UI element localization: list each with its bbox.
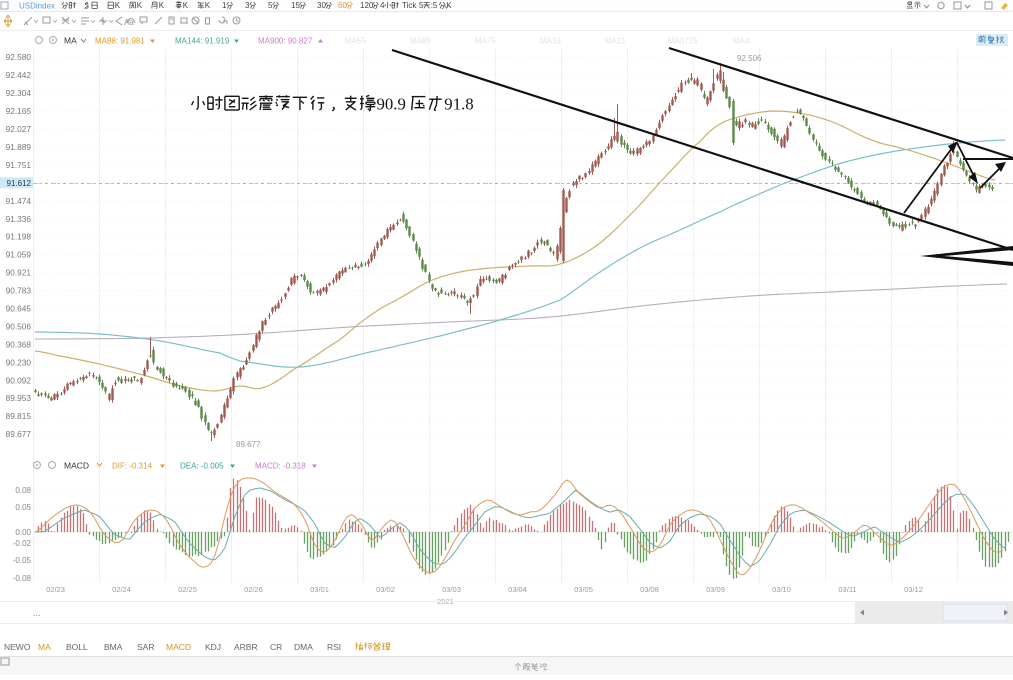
svg-text:Tick: Tick (402, 1, 417, 10)
svg-text:-0.05: -0.05 (13, 556, 32, 565)
svg-text:91.198: 91.198 (6, 232, 32, 242)
svg-text:-0.02: -0.02 (13, 539, 32, 548)
svg-text:92.580: 92.580 (6, 52, 32, 62)
svg-text:91.474: 91.474 (6, 196, 32, 206)
svg-text:BOLL: BOLL (66, 642, 88, 652)
svg-text:89.815: 89.815 (6, 411, 32, 421)
svg-text:60: 60 (338, 1, 347, 10)
svg-text:91.059: 91.059 (6, 250, 32, 260)
svg-text:89.953: 89.953 (6, 393, 32, 403)
svg-text:K: K (159, 1, 165, 10)
svg-text:MACD: -0.318: MACD: -0.318 (255, 462, 306, 471)
svg-text:90.921: 90.921 (6, 268, 32, 278)
svg-text:K: K (205, 1, 211, 10)
svg-text:92.165: 92.165 (6, 106, 32, 116)
svg-text:30: 30 (317, 1, 326, 10)
svg-text:1: 1 (222, 1, 227, 10)
svg-text:Aa: Aa (124, 18, 134, 27)
svg-text:DMA: DMA (294, 642, 313, 652)
svg-text:MACD: MACD (64, 461, 89, 471)
svg-text:92.027: 92.027 (6, 124, 32, 134)
svg-text:90.230: 90.230 (6, 357, 32, 367)
svg-text:MA75: MA75 (475, 37, 496, 46)
svg-text:91.751: 91.751 (6, 160, 32, 170)
svg-text:3: 3 (245, 1, 250, 10)
svg-text:03/11: 03/11 (838, 585, 856, 594)
svg-text:92.506: 92.506 (737, 54, 762, 63)
svg-text:MA: MA (38, 642, 51, 652)
svg-text:89.677: 89.677 (6, 429, 32, 439)
svg-text:K: K (183, 1, 189, 10)
svg-text:03/10: 03/10 (772, 585, 791, 594)
svg-text:4: 4 (380, 1, 385, 10)
svg-text:15: 15 (291, 1, 300, 10)
svg-text:03/02: 03/02 (376, 585, 395, 594)
svg-text:90.092: 90.092 (6, 375, 32, 385)
svg-text:90.645: 90.645 (6, 304, 32, 314)
svg-text:90.506: 90.506 (6, 321, 32, 331)
svg-text:MA: MA (64, 36, 77, 46)
svg-text:03/08: 03/08 (640, 585, 659, 594)
svg-text:91.8: 91.8 (444, 95, 473, 114)
svg-text:RSI: RSI (327, 642, 341, 652)
svg-text:SAR: SAR (137, 642, 154, 652)
svg-text:03/09: 03/09 (706, 585, 725, 594)
svg-text:03/05: 03/05 (574, 585, 593, 594)
svg-text:KDJ: KDJ (205, 642, 221, 652)
svg-text:03/04: 03/04 (508, 585, 527, 594)
svg-text:MA900: 90.827: MA900: 90.827 (258, 37, 313, 46)
svg-text:CR: CR (270, 642, 282, 652)
svg-text:0.00: 0.00 (15, 528, 31, 537)
svg-text:5: 5 (419, 1, 424, 10)
svg-text:90.783: 90.783 (6, 286, 32, 296)
svg-text:02/24: 02/24 (112, 585, 131, 594)
svg-text:90.368: 90.368 (6, 339, 32, 349)
svg-text:02/23: 02/23 (46, 585, 65, 594)
svg-text:02/25: 02/25 (178, 585, 197, 594)
svg-text:BMA: BMA (104, 642, 123, 652)
svg-text:03/01: 03/01 (310, 585, 329, 594)
svg-text:MA144: 91.919: MA144: 91.919 (175, 37, 230, 46)
svg-text:91.889: 91.889 (6, 142, 32, 152)
svg-text:91.336: 91.336 (6, 214, 32, 224)
svg-text:120: 120 (360, 1, 374, 10)
svg-text:03/12: 03/12 (904, 585, 923, 594)
svg-text:MA4: MA4 (733, 37, 750, 46)
svg-text:MA55: MA55 (345, 37, 366, 46)
svg-text:DEA: -0.005: DEA: -0.005 (180, 462, 224, 471)
svg-text:0.08: 0.08 (15, 486, 31, 495)
svg-text:MA88: 91.981: MA88: 91.981 (95, 37, 145, 46)
svg-text:-0.08: -0.08 (13, 574, 32, 583)
svg-text:92.442: 92.442 (6, 70, 32, 80)
svg-text:02/26: 02/26 (244, 585, 263, 594)
svg-text:91.612: 91.612 (7, 179, 32, 188)
svg-text:NEWO: NEWO (4, 642, 31, 652)
svg-text:89.677: 89.677 (236, 440, 261, 449)
svg-text:USDindex: USDindex (19, 2, 55, 11)
svg-text:03/03: 03/03 (442, 585, 461, 594)
svg-text:MA0725: MA0725 (668, 37, 698, 46)
svg-text:K: K (446, 1, 452, 10)
svg-text:92.304: 92.304 (6, 88, 32, 98)
svg-text:MA89: MA89 (410, 37, 431, 46)
svg-text:K: K (115, 1, 121, 10)
svg-text:90.9: 90.9 (377, 95, 406, 114)
svg-text:DIF: -0.314: DIF: -0.314 (112, 462, 153, 471)
svg-text:K: K (137, 1, 143, 10)
svg-text:MACD: MACD (166, 642, 191, 652)
svg-text:MA21: MA21 (605, 37, 626, 46)
svg-text::5: :5 (431, 1, 438, 10)
svg-text:ARBR: ARBR (234, 642, 258, 652)
svg-text:0.05: 0.05 (15, 503, 31, 512)
svg-text:...: ... (33, 608, 41, 618)
svg-text:5: 5 (268, 1, 273, 10)
svg-text:MA13: MA13 (540, 37, 561, 46)
